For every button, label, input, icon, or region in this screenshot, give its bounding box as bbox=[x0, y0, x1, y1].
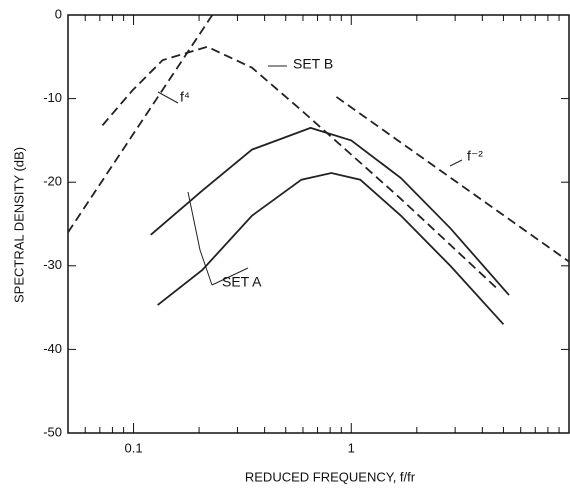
y-tick-label: -40 bbox=[43, 341, 62, 356]
chart: SPECTRAL DENSITY (dB) REDUCED FREQUENCY,… bbox=[0, 0, 570, 495]
y-tick-label: -10 bbox=[43, 90, 62, 105]
series-label: SET B bbox=[293, 56, 333, 72]
y-tick-label: 0 bbox=[55, 6, 62, 21]
y-tick-label: -20 bbox=[43, 174, 62, 189]
x-tick-label: 1 bbox=[348, 440, 355, 455]
set-a-label: SET A bbox=[222, 274, 262, 290]
leader-line bbox=[158, 92, 178, 103]
x-tick-label: 0.1 bbox=[125, 440, 143, 455]
plot-frame bbox=[68, 15, 569, 433]
leader-line bbox=[450, 160, 462, 166]
y-axis-label: SPECTRAL DENSITY (dB) bbox=[11, 147, 26, 303]
series-line bbox=[336, 97, 569, 262]
series-line bbox=[158, 173, 504, 324]
x-axis-label: REDUCED FREQUENCY, f/fr bbox=[245, 469, 416, 484]
series-label: f⁻² bbox=[467, 148, 483, 164]
y-tick-label: -30 bbox=[43, 257, 62, 272]
y-tick-label: -50 bbox=[43, 424, 62, 439]
series-label: f⁴ bbox=[180, 89, 190, 105]
